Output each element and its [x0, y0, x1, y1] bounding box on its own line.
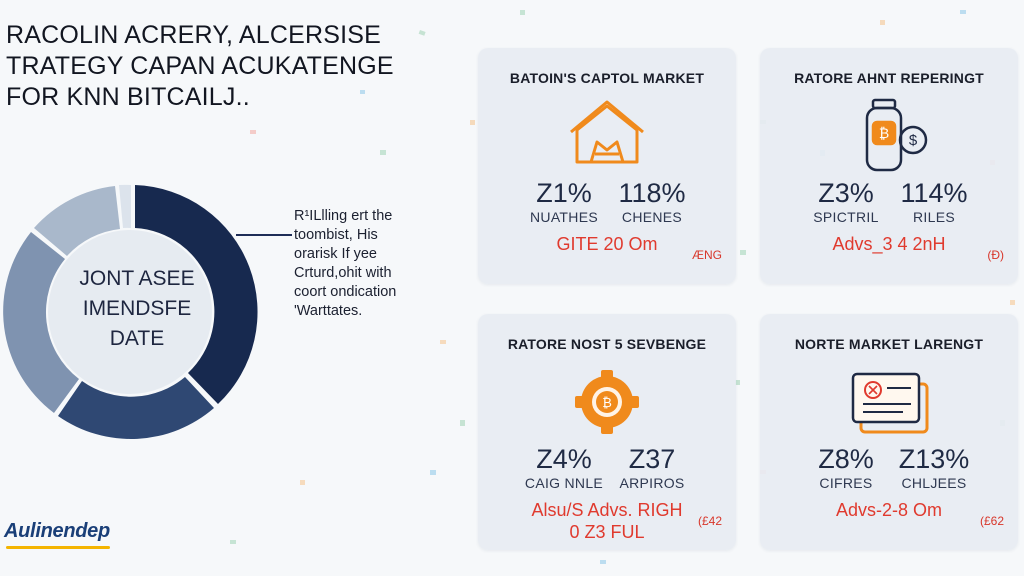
note-line-1: R¹ILlling ert the — [294, 208, 393, 224]
corner-mark: (Ð) — [987, 248, 1004, 262]
note-line-5: coort ondication — [294, 284, 397, 300]
card-title: BATOIN'S CAPTOL MARKET — [509, 70, 705, 86]
donut-center — [48, 230, 212, 394]
bitcoin-gear-icon: ₿ — [575, 370, 639, 434]
promo-text: Alsu/S Advs. RIGH — [531, 500, 683, 520]
donut-label: JONT ASEE IMENDSFE DATE — [52, 264, 222, 354]
stat-2: 114% RILES — [884, 178, 984, 226]
svg-text:₿: ₿ — [602, 395, 612, 410]
page-title: RACOLIN ACRERY, ALCERSISE TRATEGY CAPAN … — [6, 20, 394, 113]
title-line-1: RACOLIN ACRERY, ALCERSISE — [6, 21, 382, 49]
note-line-3: orarisk If yee — [294, 246, 377, 262]
logo-underline — [6, 546, 110, 549]
stat-2-label: CHENES — [621, 209, 683, 225]
donut-segment-light-left — [3, 232, 79, 413]
stat-1: Z8% CIFRES — [796, 444, 896, 492]
corner-mark: (£62 — [979, 514, 1004, 528]
note-line-4: Crturd,ohit with — [294, 265, 392, 281]
donut-segment-pale — [119, 184, 131, 228]
donut-segment-light-top — [34, 186, 120, 256]
corner-mark: ÆNG — [692, 248, 722, 262]
stat-1-value: Z3% — [818, 178, 874, 208]
stat-1-value: Z4% — [536, 444, 592, 474]
donut-chart — [0, 182, 270, 442]
stat-1-label: CIFRES — [819, 475, 873, 491]
stat-2-value: Z13% — [898, 444, 970, 474]
donut-label-line-1: JONT ASEE — [79, 267, 195, 290]
card-capital-market: BATOIN'S CAPTOL MARKET Z1% NUATHES 118% … — [478, 48, 736, 284]
donut-segment-mid — [58, 377, 214, 439]
stat-2: Z13% CHLJEES — [884, 444, 984, 492]
svg-text:$: $ — [909, 132, 918, 149]
callout-note: R¹ILlling ert the toombist, His orarisk … — [294, 207, 454, 321]
brand-logo: Aulinendep — [4, 520, 110, 542]
donut-label-line-2: IMENDSFE — [82, 297, 192, 320]
stat-2: 118% CHENES — [602, 178, 702, 226]
stat-2-value: 114% — [900, 178, 968, 208]
card-reporting: RATORE AHNT REPERINGT ₿ $ Z3% SPICTRIL 1… — [760, 48, 1018, 284]
promo-text-line-2: 0 Z3 FUL — [569, 522, 645, 542]
bitcoin-canister-icon: ₿ $ — [865, 98, 928, 172]
card-title: RATORE NOST 5 SEVBENGE — [507, 336, 707, 352]
card-title: NORTE MARKET LARENGT — [794, 336, 984, 352]
promo-text: Advs-2-8 Om — [835, 500, 943, 520]
note-line-6: 'Warttates. — [294, 303, 363, 319]
stat-2-value: Z37 — [628, 444, 676, 474]
stat-1: Z3% SPICTRIL — [796, 178, 896, 226]
stat-1-value: Z8% — [818, 444, 874, 474]
stat-2-label: CHLJEES — [901, 475, 967, 491]
stat-2-value: 118% — [618, 178, 686, 208]
title-line-3: FOR KNN BITCAILJ.. — [6, 83, 250, 111]
stat-1-label: SPICTRIL — [813, 209, 879, 225]
donut-label-line-3: DATE — [109, 327, 165, 350]
promo-text: Advs_3 4 2nH — [832, 234, 946, 254]
corner-mark: (£42 — [697, 514, 722, 528]
note-line-2: toombist, His — [294, 227, 378, 243]
connector-line — [236, 234, 292, 236]
stat-2-label: RILES — [913, 209, 955, 225]
stat-1: Z4% CAIG NNLE — [514, 444, 614, 492]
title-line-2: TRATEGY CAPAN ACUKATENGE — [6, 52, 394, 80]
certificate-icon — [851, 372, 929, 434]
card-sevbenge: RATORE NOST 5 SEVBENGE ₿ Z4% CAIG NNLE Z… — [478, 314, 736, 550]
svg-text:₿: ₿ — [879, 125, 889, 141]
stat-1-label: CAIG NNLE — [524, 475, 604, 491]
promo-text: GITE 20 Om — [556, 234, 658, 254]
stat-2-label: ARPIROS — [619, 475, 685, 491]
card-title: RATORE AHNT REPERINGT — [794, 70, 984, 86]
stat-1-value: Z1% — [536, 178, 592, 208]
donut-segment-dark — [135, 185, 258, 404]
stat-1-label: NUATHES — [530, 209, 598, 225]
stat-1: Z1% NUATHES — [514, 178, 614, 226]
stat-2: Z37 ARPIROS — [602, 444, 702, 492]
tent-icon — [570, 100, 644, 164]
card-market-larengt: NORTE MARKET LARENGT Z8% CIFRES Z13% CHL… — [760, 314, 1018, 550]
